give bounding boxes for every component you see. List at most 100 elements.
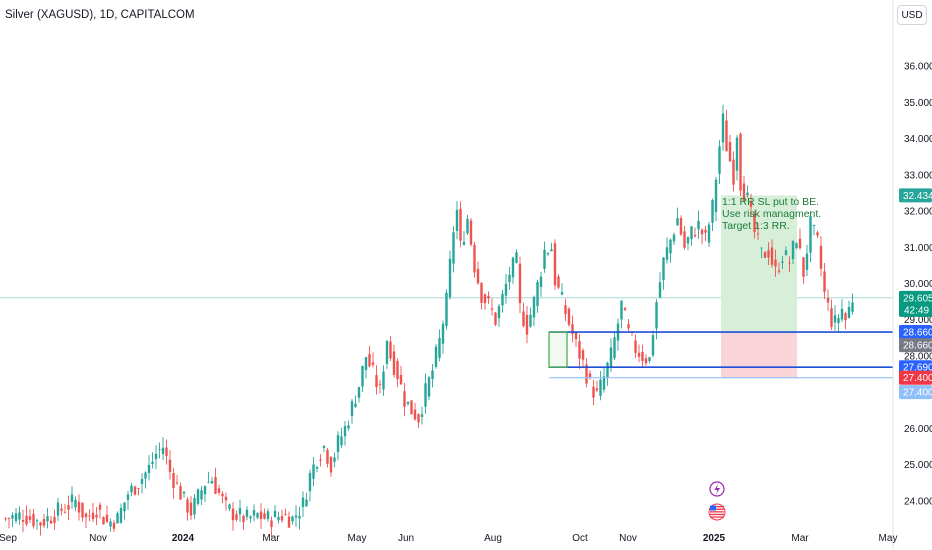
candle-body: [179, 486, 182, 500]
candle-body: [77, 501, 81, 513]
candle-body: [739, 133, 742, 191]
price-tick-label: 35.000: [904, 98, 932, 109]
us-flag-stripe: [710, 513, 724, 516]
candle-body: [154, 453, 158, 460]
candle-body: [648, 357, 651, 362]
candle-body: [305, 499, 308, 507]
candle-body: [126, 494, 130, 500]
candle-body: [224, 496, 228, 501]
candle-body: [620, 300, 623, 320]
candle-body: [319, 459, 322, 461]
candle-body: [56, 502, 60, 516]
price-tag: 27.400: [899, 370, 932, 385]
price-tag-label: 28.660: [903, 328, 932, 339]
price-tag-bg: [899, 188, 932, 203]
candle-body: [151, 461, 154, 465]
candle-body: [644, 358, 648, 364]
candle-body: [753, 213, 756, 233]
candle-body: [28, 516, 32, 520]
candle-body: [725, 120, 728, 152]
candle-body: [529, 314, 532, 327]
candle-body: [508, 274, 511, 282]
candle-body: [343, 426, 347, 437]
candle-body: [637, 352, 641, 357]
candle-body: [851, 302, 854, 312]
candle-body: [312, 464, 315, 479]
candle-body: [830, 308, 833, 327]
candle-body: [340, 436, 343, 446]
candle-body: [613, 337, 616, 359]
candle-body: [550, 249, 553, 252]
candle-body: [364, 357, 368, 371]
candle-body: [819, 245, 823, 269]
candle-body: [679, 217, 683, 235]
price-tag-bg: [899, 290, 932, 317]
price-tags: 32.43429.60542:4928.66028.66027.69027.40…: [899, 188, 932, 400]
price-tick-label: 25.000: [904, 460, 932, 471]
candle-body: [431, 370, 434, 379]
candle-body: [186, 499, 189, 513]
price-tag-label: 32.434: [903, 191, 932, 202]
currency-button[interactable]: USD: [897, 5, 927, 25]
candle-body: [693, 235, 697, 237]
candle-body: [606, 362, 609, 378]
candle-body: [847, 306, 851, 318]
candle-body: [350, 401, 354, 416]
time-tick-label: Jun: [398, 533, 414, 544]
candle-body: [522, 311, 525, 326]
price-tag-bg: [899, 325, 932, 340]
candle-body: [581, 350, 585, 360]
candle-body: [763, 252, 767, 258]
candle-body: [259, 511, 263, 519]
us-flag-stripe: [710, 506, 724, 508]
candle-body: [140, 479, 144, 484]
candle-body: [25, 515, 28, 525]
candle-body: [445, 292, 448, 327]
time-tick-label: Aug: [484, 533, 502, 544]
price-tick-label: 36.000: [904, 62, 932, 73]
price-tick-label: 34.000: [904, 134, 932, 145]
candle-body: [735, 137, 739, 171]
candle-body: [39, 522, 42, 526]
candle-body: [63, 511, 67, 513]
candle-body: [375, 375, 378, 388]
price-tag-bg: [899, 385, 932, 400]
candle-body: [207, 481, 210, 483]
candle-body: [483, 294, 487, 304]
candle-body: [774, 259, 777, 267]
candle-body: [553, 243, 557, 286]
candle-body: [238, 508, 242, 515]
candle-body: [81, 502, 84, 518]
candle-body: [102, 517, 105, 525]
candle-body: [441, 323, 445, 344]
candle-body: [368, 354, 371, 367]
symbol-title[interactable]: Silver (XAGUSD), 1D, CAPITALCOM: [5, 9, 195, 21]
candle-body: [536, 281, 539, 307]
candle-body: [434, 346, 438, 367]
candle-body: [718, 146, 721, 174]
annotation-line: Use risk managment.: [722, 208, 821, 220]
price-tag: 28.660: [899, 338, 932, 353]
candle-body: [462, 241, 466, 245]
candle-body: [385, 340, 389, 364]
candle-body: [389, 341, 392, 359]
candle-body: [7, 518, 11, 520]
candle-body: [466, 218, 469, 234]
candle-body: [623, 308, 627, 311]
price-tag-bg: [899, 338, 932, 353]
candle-body: [795, 243, 798, 249]
candle-body: [21, 520, 25, 522]
candle-body: [424, 383, 427, 407]
candle-body: [133, 486, 137, 495]
candle-body: [413, 409, 417, 420]
candle-body: [242, 515, 245, 523]
candle-body: [270, 520, 273, 527]
candle-body: [322, 445, 326, 448]
candle-body: [371, 362, 375, 365]
candle-body: [172, 473, 175, 489]
candle-body: [840, 308, 844, 320]
candle-body: [697, 220, 700, 230]
us-flag-canton: [710, 505, 716, 511]
